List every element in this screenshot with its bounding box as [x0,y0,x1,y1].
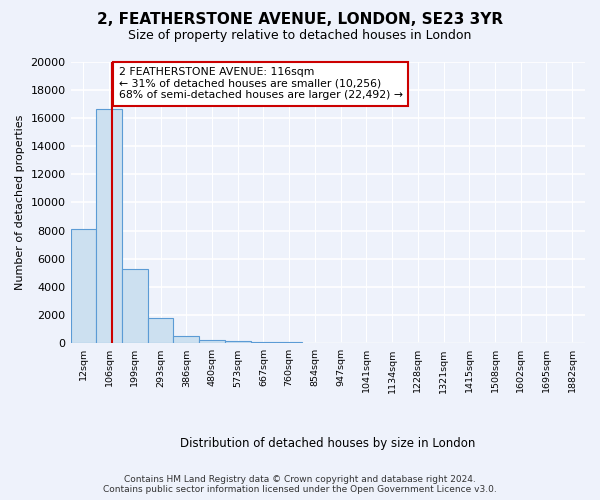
Bar [71,229,96,344]
X-axis label: Distribution of detached houses by size in London: Distribution of detached houses by size … [180,437,475,450]
Text: 2 FEATHERSTONE AVENUE: 116sqm
← 31% of detached houses are smaller (10,256)
68% : 2 FEATHERSTONE AVENUE: 116sqm ← 31% of d… [119,67,403,100]
Text: Size of property relative to detached houses in London: Size of property relative to detached ho… [128,29,472,42]
Text: Contains HM Land Registry data © Crown copyright and database right 2024.
Contai: Contains HM Land Registry data © Crown c… [103,474,497,494]
Bar [199,340,225,344]
Bar [122,268,148,344]
Bar [225,341,251,344]
Y-axis label: Number of detached properties: Number of detached properties [15,114,25,290]
Bar [277,342,302,344]
Bar [96,110,122,344]
Bar [251,342,277,344]
Text: 2, FEATHERSTONE AVENUE, LONDON, SE23 3YR: 2, FEATHERSTONE AVENUE, LONDON, SE23 3YR [97,12,503,28]
Bar [148,318,173,344]
Bar [173,336,199,344]
